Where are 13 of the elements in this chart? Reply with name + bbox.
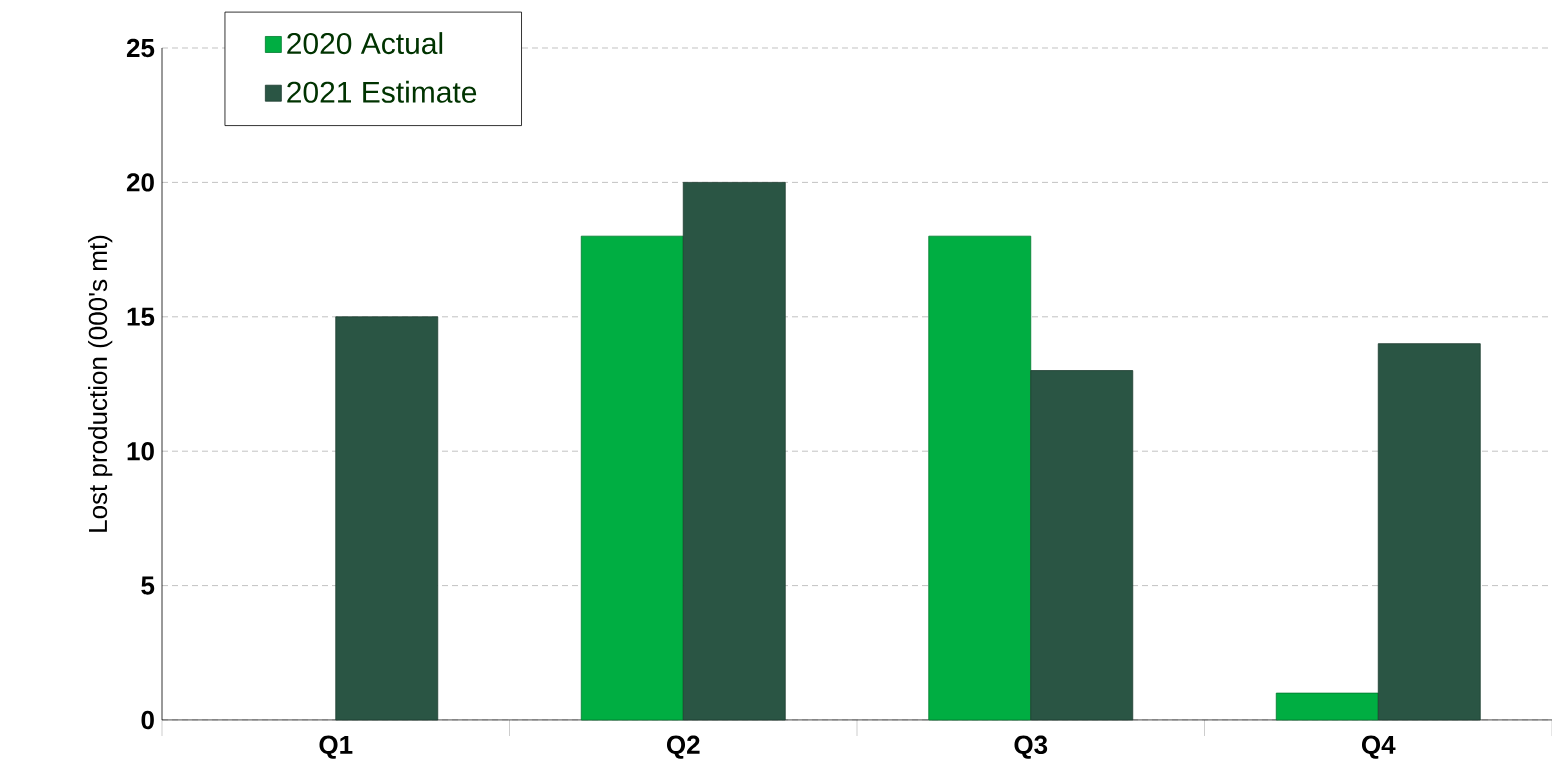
y-tick-label: 10 xyxy=(127,441,154,461)
y-tick-label: 20 xyxy=(126,173,154,192)
y-tick-label: 5 xyxy=(141,576,155,595)
y-tick-label: 0 xyxy=(141,710,154,730)
y-tick-label: 25 xyxy=(126,38,155,58)
x-tick-label: Q4 xyxy=(1361,735,1396,759)
x-tick-label: Q3 xyxy=(1014,735,1048,759)
x-tick-label: Q1 xyxy=(319,735,353,759)
y-tick-label: 15 xyxy=(127,307,155,326)
x-tick-label: Q2 xyxy=(666,735,700,759)
y-axis-title: Lost production (000's mt) xyxy=(88,235,113,532)
legend-label: 2020 Actual xyxy=(287,32,443,55)
legend-label: 2021 Estimate xyxy=(287,80,477,103)
